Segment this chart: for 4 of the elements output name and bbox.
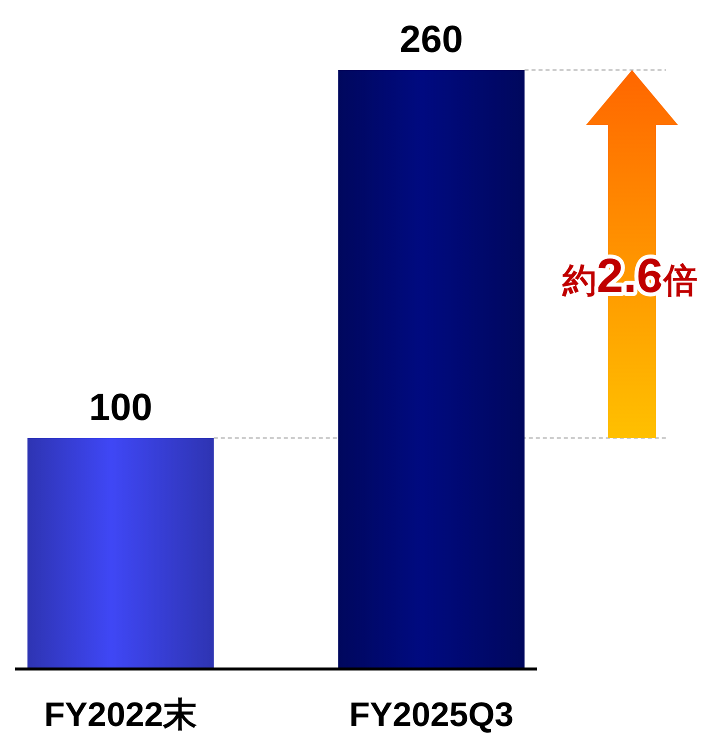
data-label: 100 [88, 387, 152, 429]
x-tick-label: FY2025Q3 [349, 696, 514, 734]
x-tick-label: FY2022末 [44, 696, 198, 734]
data-label: 260 [400, 19, 464, 61]
